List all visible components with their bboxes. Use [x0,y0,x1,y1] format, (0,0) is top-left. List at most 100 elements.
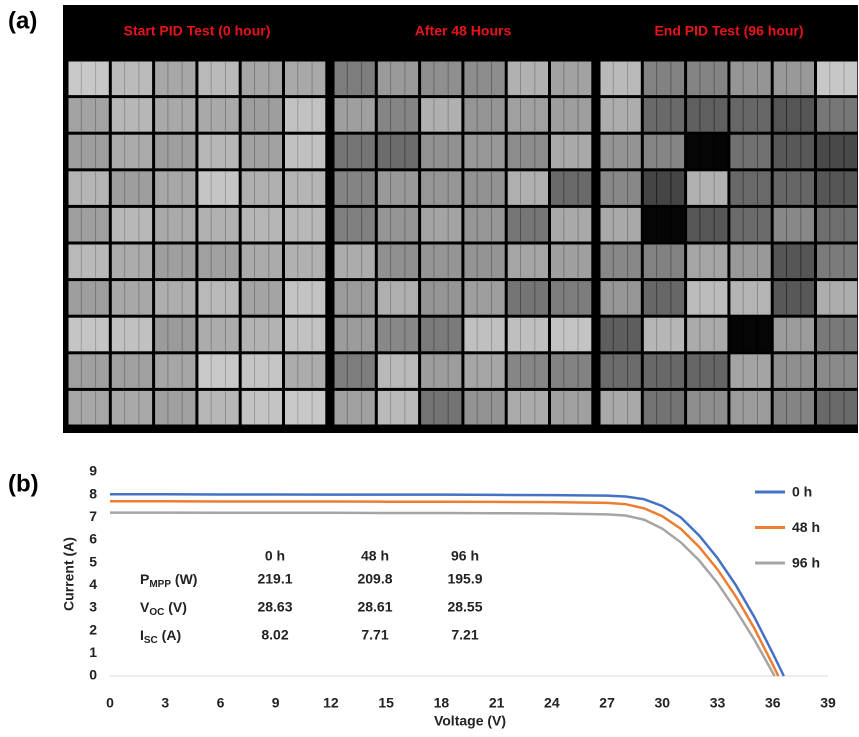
el-cell [377,207,419,242]
el-cell [507,390,548,425]
el-cell [464,244,505,279]
el-cell [285,317,326,352]
el-cell [600,281,641,315]
el-cell [334,317,375,352]
el-cell [334,171,375,205]
el-cell [68,244,109,279]
el-cell [155,171,196,205]
legend-label: 0 h [792,484,812,500]
el-cell [817,207,858,242]
el-cell [421,244,462,279]
el-cell [773,281,814,315]
el-cell [687,281,728,315]
el-cell [600,98,641,132]
el-cell [817,98,858,132]
panel-label: (a) [8,7,37,34]
el-cell [817,61,858,96]
table-row-label: PMPP (W) [140,571,197,590]
el-cell [730,134,771,169]
table-header: 96 h [451,548,479,564]
el-cell [730,354,771,388]
el-cell [111,171,153,205]
el-cell [155,61,196,96]
el-cell [421,317,462,352]
el-cell [600,317,641,352]
el-cell [68,61,109,96]
el-cell [68,134,109,169]
el-cell [241,134,282,169]
x-tick-label: 12 [323,695,339,711]
el-cell [507,244,548,279]
x-tick-label: 24 [544,695,560,711]
el-cell [377,390,419,425]
el-cell [155,244,196,279]
x-axis-title: Voltage (V) [434,713,506,729]
el-cell [464,134,505,169]
el-cell [155,390,196,425]
el-cell [551,244,592,279]
table-row-label: VOC (V) [140,599,187,618]
el-cell [773,244,814,279]
el-cell [507,207,548,242]
el-cell [687,317,728,352]
el-cell [198,61,239,96]
el-cell [687,244,728,279]
el-cell [241,207,282,242]
x-tick-label: 15 [378,695,394,711]
y-axis-title: Current (A) [61,537,77,611]
y-tick-label: 1 [89,644,97,660]
el-cell [285,281,326,315]
el-cell [241,354,282,388]
x-tick-label: 30 [655,695,671,711]
el-cell [421,354,462,388]
el-cell [600,134,641,169]
el-cell [68,281,109,315]
el-cell [773,134,814,169]
x-tick-label: 33 [710,695,726,711]
el-cell [421,134,462,169]
el-cell [551,390,592,425]
panel-title: End PID Test (96 hour) [654,23,803,39]
iv-curve [110,492,785,677]
el-cell [817,171,858,205]
el-cell [198,244,239,279]
el-cell [68,171,109,205]
el-cell [198,281,239,315]
el-cell [241,390,282,425]
label-part: (W) [171,571,197,587]
label-part: (V) [164,599,187,615]
el-cell [730,390,771,425]
y-tick-label: 9 [89,463,97,479]
table-cell: 195.9 [447,571,482,587]
table-row-label: ISC (A) [140,627,181,646]
y-tick-label: 8 [89,485,97,501]
el-cell [334,207,375,242]
el-cell [111,244,153,279]
el-cell [643,317,685,352]
label-part: MPP [149,579,171,590]
el-cell [507,317,548,352]
el-cell [421,61,462,96]
el-cell [111,317,153,352]
x-tick-label: 27 [599,695,615,711]
y-tick-label: 6 [89,531,97,547]
legend-label: 96 h [792,555,820,571]
el-cell [285,134,326,169]
el-cell [643,61,685,96]
el-cell [377,61,419,96]
y-tick-label: 7 [89,508,97,524]
el-cell [730,244,771,279]
el-cell [377,317,419,352]
el-cell [111,98,153,132]
el-cell [817,244,858,279]
el-cell [334,281,375,315]
el-cell [687,354,728,388]
el-cell [111,354,153,388]
el-cell [773,171,814,205]
el-cell [241,171,282,205]
x-tick-label: 21 [489,695,505,711]
el-cell [687,61,728,96]
el-cell [334,244,375,279]
el-cell [551,171,592,205]
table-cell: 28.61 [357,599,392,615]
